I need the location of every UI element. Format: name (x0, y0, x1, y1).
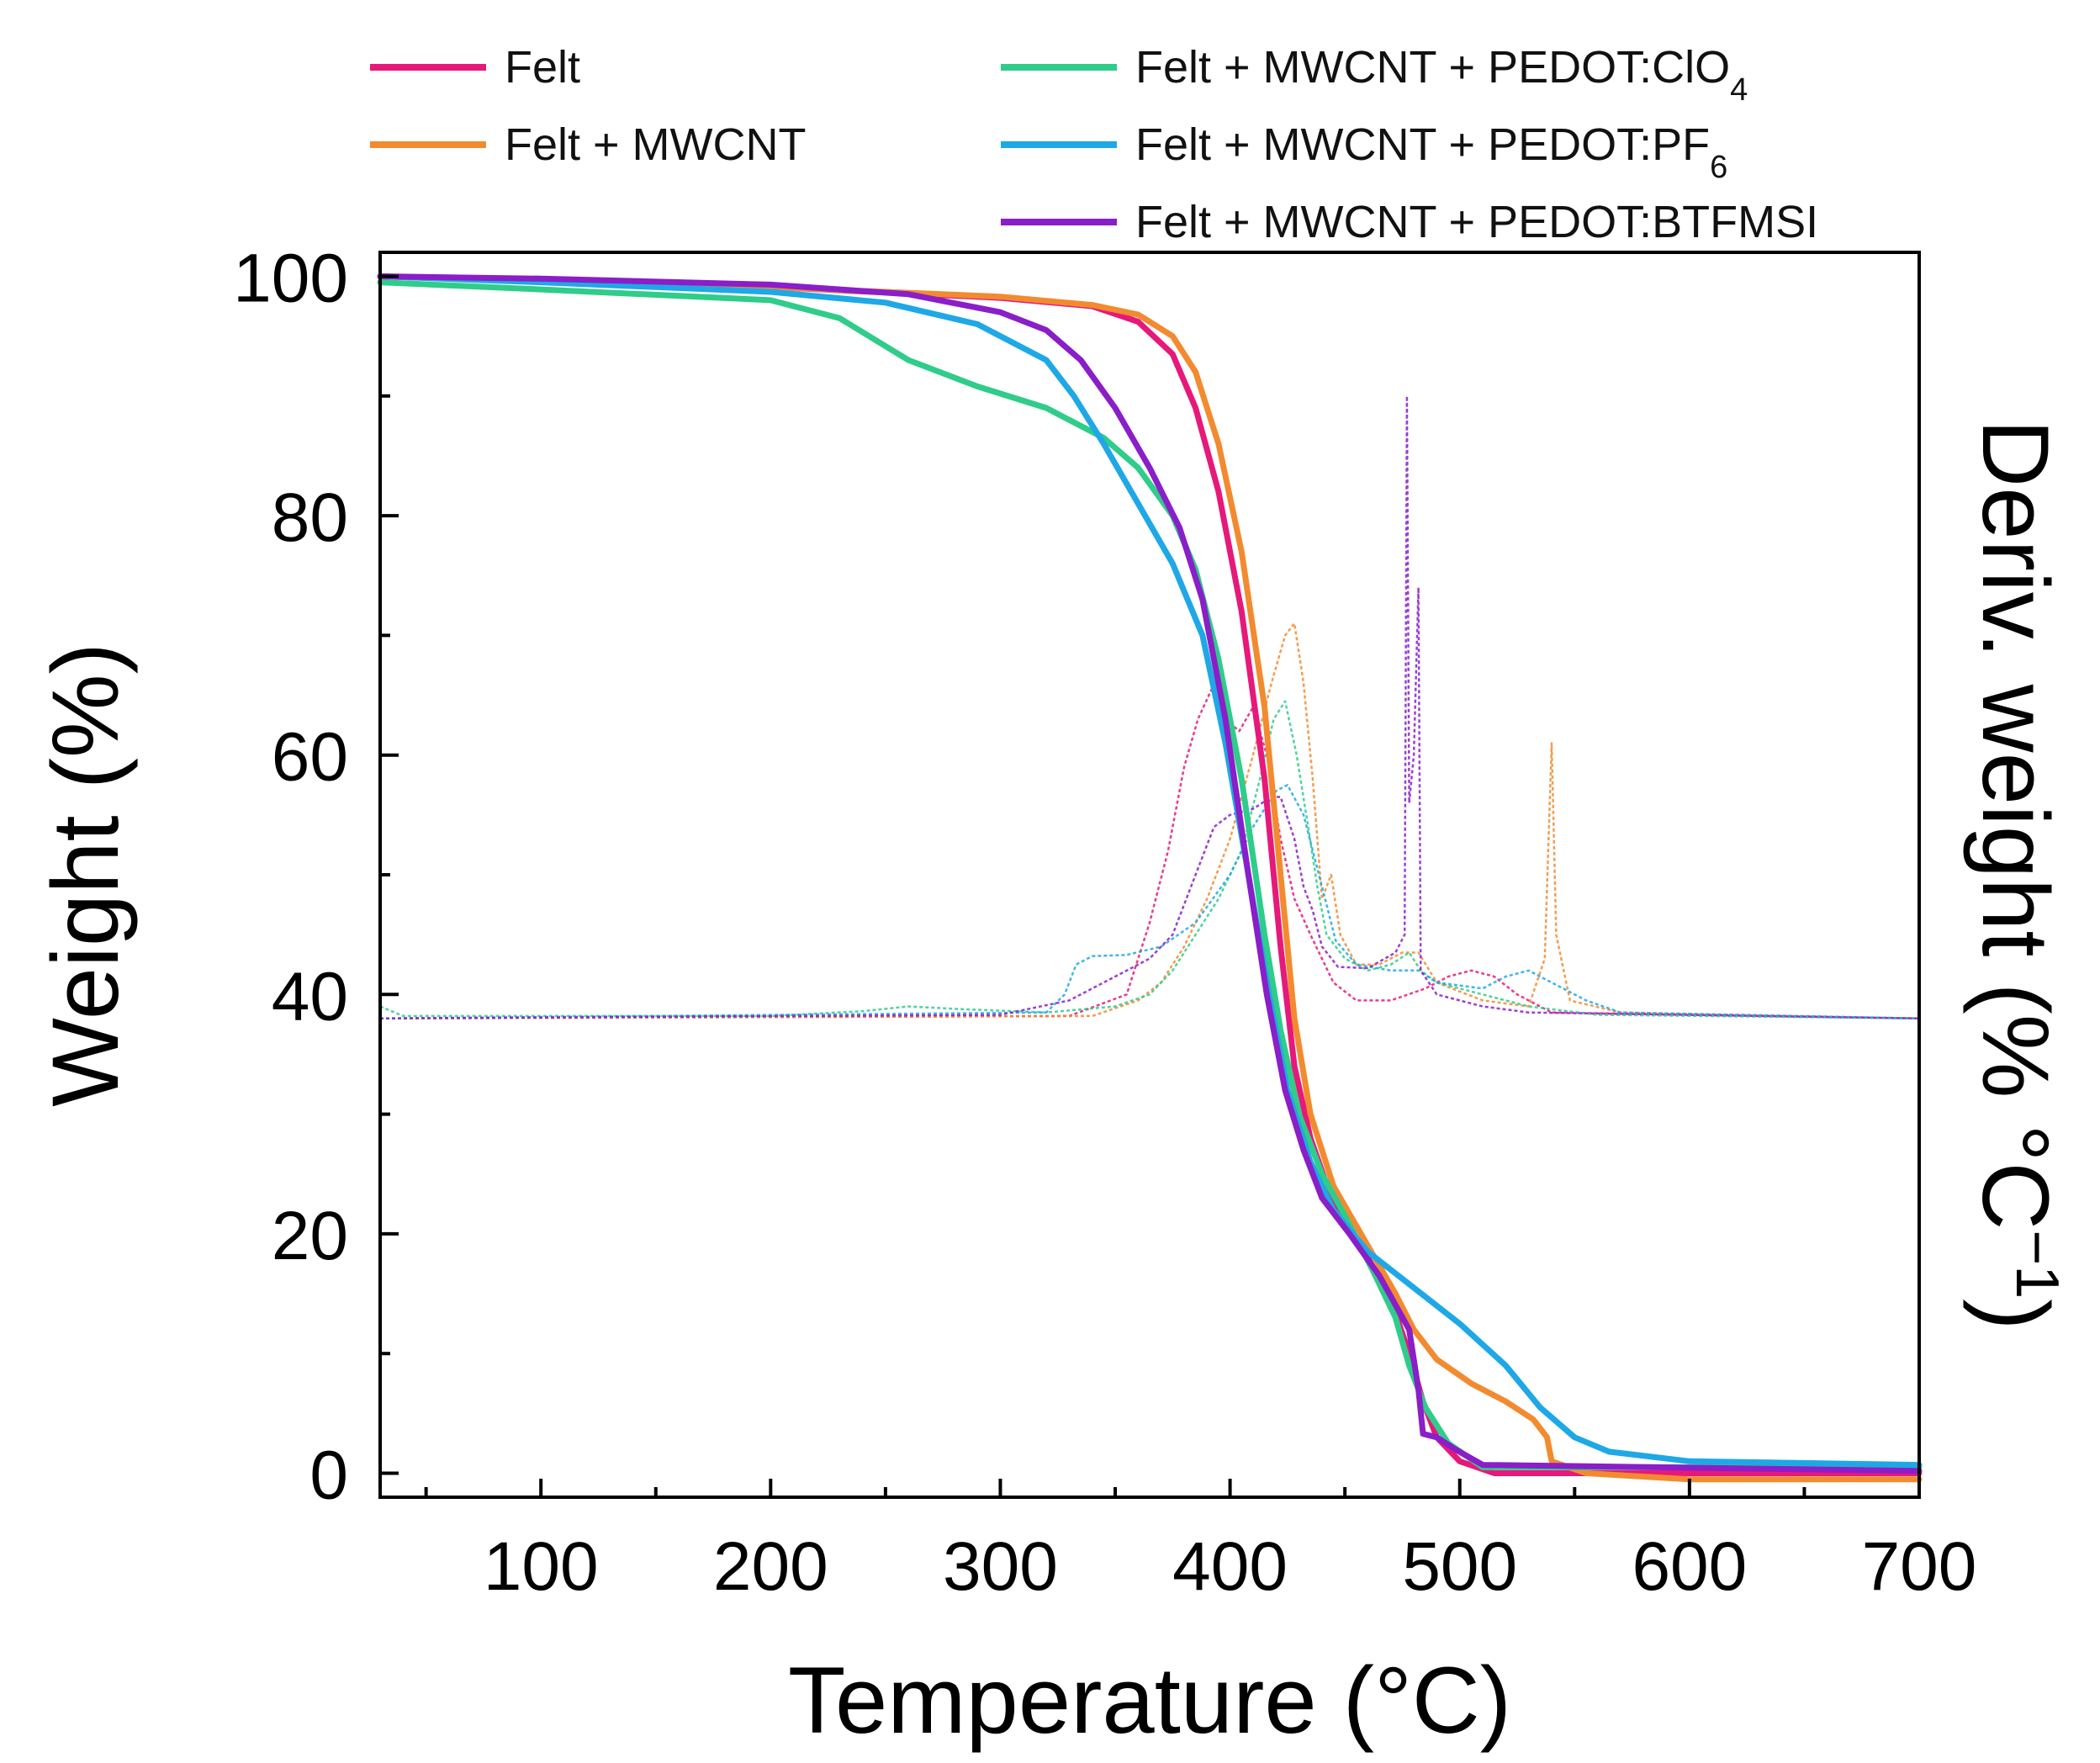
deriv-line-series-3 (379, 784, 1920, 1020)
y-tick-label-80: 80 (272, 479, 348, 556)
y-axis-title: Weight (%) (33, 643, 138, 1107)
legend-label-1: Felt + MWCNT (505, 119, 807, 170)
weight-line-series-1 (377, 273, 1923, 1483)
legend: Felt Felt + MWCNT Felt + MWCNT + PEDOT:ClO… (370, 42, 1818, 247)
plot-frame (378, 251, 1921, 1499)
x-tick-label-600: 600 (1632, 1528, 1747, 1605)
weight-line-series-3 (377, 273, 1923, 1469)
y-tick-label-60: 60 (272, 719, 348, 796)
legend-label-2: Felt + MWCNT + PEDOT:ClO4 (1135, 42, 1748, 108)
plot-lines (377, 273, 1923, 1483)
x-tick-label-300: 300 (943, 1528, 1058, 1605)
y-tick-label-0: 0 (309, 1437, 348, 1514)
x-axis: 100 200 300 400 500 600 700 (424, 1479, 1977, 1605)
deriv-line-series-2 (379, 700, 1920, 1020)
weight-line-series-0 (377, 273, 1923, 1476)
x-tick-label-400: 400 (1172, 1528, 1288, 1605)
x-tick-label-500: 500 (1402, 1528, 1517, 1605)
x-tick-label-100: 100 (484, 1528, 599, 1605)
y-tick-label-20: 20 (272, 1198, 348, 1274)
deriv-line-series-1 (379, 622, 1920, 1020)
legend-label-3: Felt + MWCNT + PEDOT:PF6 (1135, 119, 1727, 185)
x-tick-label-200: 200 (713, 1528, 828, 1605)
legend-label-0: Felt (505, 42, 580, 93)
y-axis: 0 20 40 60 80 100 (233, 240, 399, 1514)
y-tick-label-100: 100 (233, 240, 348, 316)
y2-axis-title-sup: −1 (2003, 1230, 2071, 1299)
y2-axis-title: Deriv. weight (% °C−1) (1963, 419, 2071, 1330)
y2-axis-title-main: Deriv. weight (% °C (1963, 419, 2068, 1230)
weight-line-series-4 (377, 273, 1923, 1474)
deriv-line-series-0 (379, 688, 1920, 1020)
legend-label-4: Felt + MWCNT + PEDOT:BTFMSI (1135, 197, 1818, 247)
deriv-line-series-4 (379, 394, 1920, 1020)
y2-axis-title-close: ) (1963, 1299, 2068, 1330)
x-axis-title: Temperature (°C) (788, 1648, 1511, 1753)
weight-line-series-2 (377, 279, 1923, 1470)
y-tick-label-40: 40 (272, 958, 348, 1035)
x-tick-label-700: 700 (1862, 1528, 1977, 1605)
